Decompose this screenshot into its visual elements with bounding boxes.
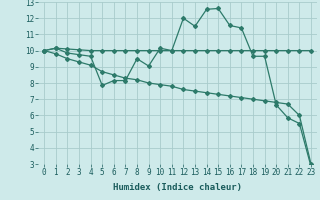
X-axis label: Humidex (Indice chaleur): Humidex (Indice chaleur) [113,183,242,192]
